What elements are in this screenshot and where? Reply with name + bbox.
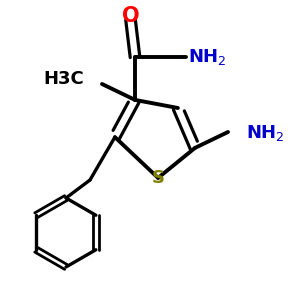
Text: H3C: H3C (43, 70, 84, 88)
Text: O: O (122, 7, 139, 26)
Text: S: S (152, 169, 165, 187)
Text: NH$_2$: NH$_2$ (188, 47, 226, 67)
Text: NH$_2$: NH$_2$ (246, 124, 285, 143)
